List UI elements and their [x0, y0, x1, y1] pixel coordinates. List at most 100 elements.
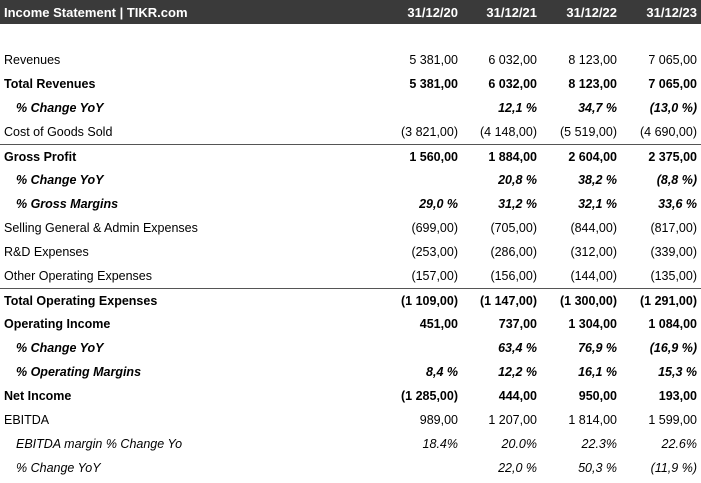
- cell-2022: (1 300,00): [560, 294, 617, 308]
- row-revenue-change-yoy: % Change YoY 12,1 % 34,7 % (13,0 %): [0, 96, 701, 120]
- cell-2020: (3 821,00): [401, 125, 458, 139]
- row-revenues: Revenues 5 381,00 6 032,00 8 123,00 7 06…: [0, 48, 701, 72]
- row-label: EBITDA: [4, 413, 50, 427]
- cell-2022: 50,3 %: [578, 461, 617, 475]
- cell-2021: (705,00): [490, 221, 537, 235]
- cell-2020: 8,4 %: [426, 365, 458, 379]
- cell-2022: (5 519,00): [560, 125, 617, 139]
- cell-2023: 15,3 %: [658, 365, 697, 379]
- row-label: Total Revenues: [4, 77, 96, 91]
- cell-2022: 950,00: [578, 389, 617, 403]
- cell-2020: 5 381,00: [409, 53, 458, 67]
- year-header-2023: 31/12/23: [646, 4, 697, 20]
- cell-2023: (135,00): [650, 269, 697, 283]
- cell-2022: (144,00): [570, 269, 617, 283]
- cell-2022: 32,1 %: [578, 197, 617, 211]
- year-header-2021: 31/12/21: [486, 4, 537, 20]
- cell-2023: 33,6 %: [658, 197, 697, 211]
- cell-2021: 63,4 %: [498, 341, 537, 355]
- cell-2021: 6 032,00: [488, 53, 537, 67]
- cell-2022: 16,1 %: [578, 365, 617, 379]
- cell-2020: 5 381,00: [409, 77, 458, 91]
- cell-2023: (339,00): [650, 245, 697, 259]
- row-operating-margins: % Operating Margins 8,4 % 12,2 % 16,1 % …: [0, 360, 701, 384]
- row-label: Other Operating Expenses: [4, 269, 152, 283]
- cell-2022: 22.3%: [581, 437, 617, 451]
- cell-2023: (1 291,00): [640, 294, 697, 308]
- cell-2021: 737,00: [498, 317, 537, 331]
- cell-2023: (4 690,00): [640, 125, 697, 139]
- cell-2021: 12,2 %: [498, 365, 537, 379]
- row-gross-profit-change-yoy: % Change YoY 20,8 % 38,2 % (8,8 %): [0, 168, 701, 192]
- cell-2022: 76,9 %: [578, 341, 617, 355]
- cell-2021: 20.0%: [501, 437, 537, 451]
- cell-2021: 1 207,00: [488, 413, 537, 427]
- row-gross-profit: Gross Profit 1 560,00 1 884,00 2 604,00 …: [0, 144, 701, 169]
- row-label: Revenues: [4, 53, 61, 67]
- cell-2022: (312,00): [570, 245, 617, 259]
- cell-2021: (286,00): [490, 245, 537, 259]
- row-total-operating-expenses: Total Operating Expenses (1 109,00) (1 1…: [0, 288, 701, 313]
- cell-2022: 34,7 %: [578, 101, 617, 115]
- row-label: EBITDA margin % Change Yo: [16, 437, 183, 451]
- row-label: Cost of Goods Sold: [4, 125, 113, 139]
- cell-2022: 1 304,00: [568, 317, 617, 331]
- cell-2021: 22,0 %: [498, 461, 537, 475]
- cell-2021: 12,1 %: [498, 101, 537, 115]
- cell-2023: 1 599,00: [648, 413, 697, 427]
- row-label: % Operating Margins: [16, 365, 142, 379]
- year-header-2022: 31/12/22: [566, 4, 617, 20]
- row-label: R&D Expenses: [4, 245, 89, 259]
- cell-2023: 1 084,00: [648, 317, 697, 331]
- cell-2022: 1 814,00: [568, 413, 617, 427]
- row-label: % Gross Margins: [16, 197, 119, 211]
- row-sga-expenses: Selling General & Admin Expenses (699,00…: [0, 216, 701, 240]
- cell-2020: (1 109,00): [401, 294, 458, 308]
- cell-2020: 29,0 %: [419, 197, 458, 211]
- row-ebitda-change-yoy: % Change YoY 22,0 % 50,3 % (11,9 %): [0, 456, 701, 480]
- cell-2020: 989,00: [419, 413, 458, 427]
- cell-2021: 444,00: [498, 389, 537, 403]
- cell-2021: (1 147,00): [480, 294, 537, 308]
- cell-2020: 451,00: [419, 317, 458, 331]
- cell-2022: 8 123,00: [568, 53, 617, 67]
- row-ebitda-margin: EBITDA margin % Change Yo 18.4% 20.0% 22…: [0, 432, 701, 456]
- cell-2020: (253,00): [411, 245, 458, 259]
- row-label: % Change YoY: [16, 101, 104, 115]
- row-operating-income: Operating Income 451,00 737,00 1 304,00 …: [0, 312, 701, 336]
- header-row: Income Statement | TIKR.com 31/12/20 31/…: [0, 0, 701, 24]
- row-label: Selling General & Admin Expenses: [4, 221, 198, 235]
- sheet-title: Income Statement | TIKR.com: [4, 4, 188, 20]
- cell-2020: 18.4%: [422, 437, 458, 451]
- cell-2023: 7 065,00: [648, 77, 697, 91]
- cell-2023: 7 065,00: [648, 53, 697, 67]
- cell-2023: (11,9 %): [650, 461, 697, 475]
- row-label: Gross Profit: [4, 150, 77, 164]
- row-net-income: Net Income (1 285,00) 444,00 950,00 193,…: [0, 384, 701, 408]
- row-label: % Change YoY: [16, 173, 104, 187]
- cell-2021: 20,8 %: [498, 173, 537, 187]
- cell-2021: 6 032,00: [488, 77, 537, 91]
- row-ebitda: EBITDA 989,00 1 207,00 1 814,00 1 599,00: [0, 408, 701, 432]
- cell-2023: 2 375,00: [648, 150, 697, 164]
- cell-2022: 2 604,00: [568, 150, 617, 164]
- cell-2020: (699,00): [411, 221, 458, 235]
- cell-2023: (8,8 %): [656, 173, 697, 187]
- cell-2020: (157,00): [411, 269, 458, 283]
- cell-2021: 31,2 %: [498, 197, 537, 211]
- cell-2023: (13,0 %): [649, 101, 697, 115]
- row-label: % Change YoY: [16, 461, 101, 475]
- row-label: Net Income: [4, 389, 72, 403]
- cell-2021: (4 148,00): [480, 125, 537, 139]
- row-other-operating-expenses: Other Operating Expenses (157,00) (156,0…: [0, 264, 701, 288]
- cell-2020: (1 285,00): [401, 389, 458, 403]
- row-gross-margins: % Gross Margins 29,0 % 31,2 % 32,1 % 33,…: [0, 192, 701, 216]
- cell-2023: 22.6%: [661, 437, 697, 451]
- cell-2022: (844,00): [570, 221, 617, 235]
- row-rd-expenses: R&D Expenses (253,00) (286,00) (312,00) …: [0, 240, 701, 264]
- cell-2023: 193,00: [658, 389, 697, 403]
- row-label: Operating Income: [4, 317, 111, 331]
- cell-2021: (156,00): [490, 269, 537, 283]
- cell-2020: 1 560,00: [409, 150, 458, 164]
